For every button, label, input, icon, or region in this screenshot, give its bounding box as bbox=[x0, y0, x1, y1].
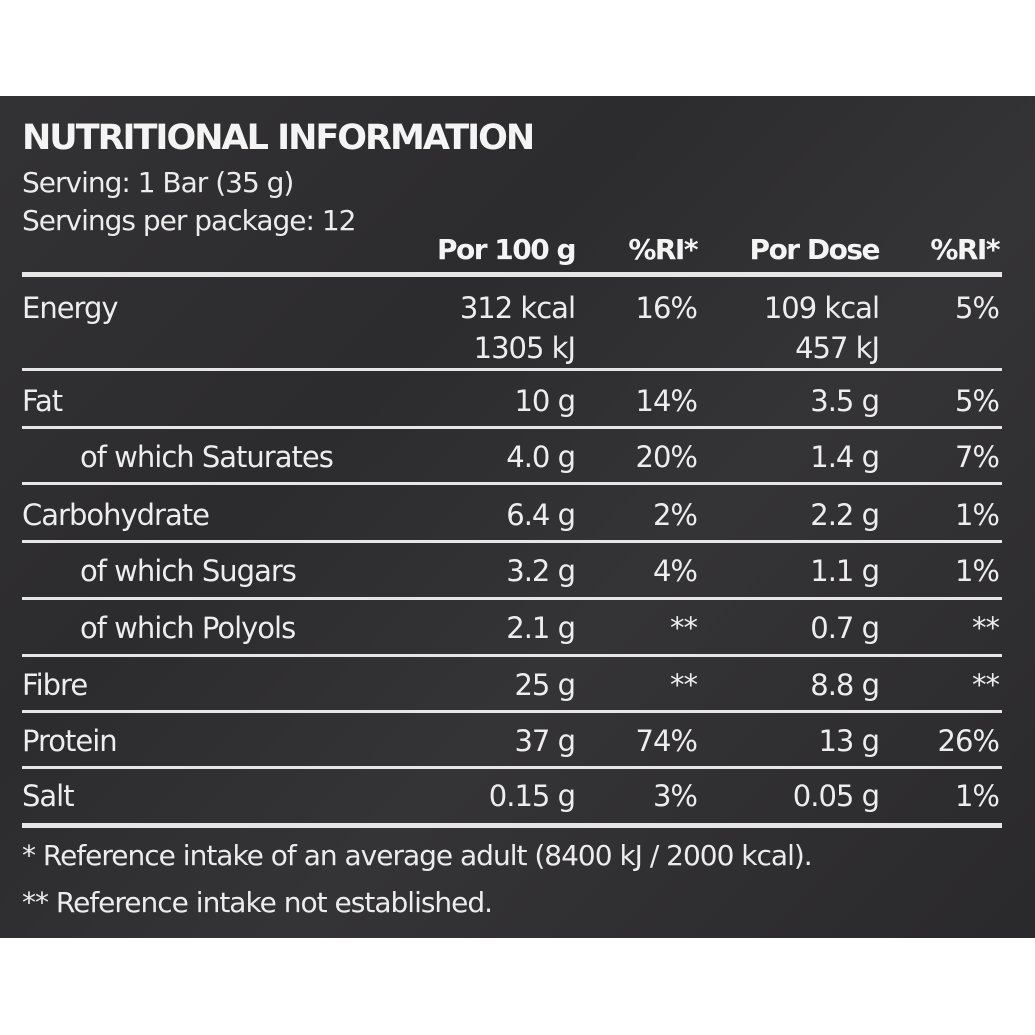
row-ridose: ** bbox=[972, 668, 1000, 702]
table-bottom-rule bbox=[22, 823, 1002, 828]
row-perdose: 1.1 g bbox=[810, 554, 880, 588]
row-divider bbox=[22, 482, 1002, 485]
row-ri100: 16% bbox=[635, 291, 698, 325]
row-divider bbox=[22, 368, 1002, 371]
row-perdose: 3.5 g bbox=[810, 384, 880, 418]
row-divider bbox=[22, 597, 1002, 600]
row-ri100: 74% bbox=[635, 724, 698, 758]
row-ri100: 14% bbox=[635, 384, 698, 418]
row-per100: 3.2 g bbox=[506, 554, 576, 588]
header-ri-dose: %RI* bbox=[930, 233, 1000, 266]
row-ri100: 2% bbox=[652, 498, 698, 532]
row-ri100: ** bbox=[670, 611, 698, 645]
row-name: Carbohydrate bbox=[22, 498, 210, 532]
row-name: of which Saturates bbox=[80, 440, 334, 474]
row-divider bbox=[22, 540, 1002, 543]
row-per100: 4.0 g bbox=[506, 440, 576, 474]
row-name: Fibre bbox=[22, 668, 88, 702]
row-ri100: ** bbox=[670, 668, 698, 702]
header-ri-100g: %RI* bbox=[628, 233, 698, 266]
row-divider bbox=[22, 654, 1002, 657]
row-ridose: 5% bbox=[954, 384, 1000, 418]
row-perdose: 1.4 g bbox=[810, 440, 880, 474]
row-per100: 10 g bbox=[514, 384, 576, 418]
row-ridose: 5% bbox=[954, 291, 1000, 325]
row-name: of which Polyols bbox=[80, 611, 296, 645]
row-ri100: 4% bbox=[652, 554, 698, 588]
row-divider bbox=[22, 426, 1002, 429]
label-title: NUTRITIONAL INFORMATION bbox=[22, 118, 535, 158]
row-per100: 25 g bbox=[514, 668, 576, 702]
row-perdose: 2.2 g bbox=[810, 498, 880, 532]
footnote-not-established: ** Reference intake not established. bbox=[22, 886, 493, 919]
row-ri100: 20% bbox=[635, 440, 698, 474]
row-perdose: 8.8 g bbox=[810, 668, 880, 702]
row-divider bbox=[22, 710, 1002, 713]
footnote-reference-intake: * Reference intake of an average adult (… bbox=[22, 839, 813, 872]
header-rule bbox=[22, 272, 1002, 277]
row-per100: 0.15 g bbox=[488, 779, 576, 813]
row-name: Protein bbox=[22, 724, 118, 758]
row-name: Energy bbox=[22, 291, 119, 325]
row-ridose: 1% bbox=[954, 498, 1000, 532]
row-ri100: 3% bbox=[652, 779, 698, 813]
row-per100: 6.4 g bbox=[506, 498, 576, 532]
row-per100: 37 g bbox=[514, 724, 576, 758]
row-name: Salt bbox=[22, 779, 75, 813]
header-per-100g: Por 100 g bbox=[436, 233, 577, 266]
row-per100: 312 kcal bbox=[459, 291, 576, 325]
header-per-dose: Por Dose bbox=[749, 233, 881, 266]
row-ridose: 1% bbox=[954, 779, 1000, 813]
row-name: of which Sugars bbox=[80, 554, 297, 588]
row-divider bbox=[22, 766, 1002, 769]
row-ridose: 1% bbox=[954, 554, 1000, 588]
row-perdose: 0.7 g bbox=[810, 611, 880, 645]
row-perdose: 13 g bbox=[818, 724, 880, 758]
row-per100-kj: 1305 kJ bbox=[473, 331, 576, 365]
row-per100: 2.1 g bbox=[506, 611, 576, 645]
serving-size: Serving: 1 Bar (35 g) bbox=[22, 166, 294, 199]
servings-per-package: Servings per package: 12 bbox=[22, 204, 356, 237]
row-ridose: 7% bbox=[954, 440, 1000, 474]
row-perdose: 0.05 g bbox=[792, 779, 880, 813]
nutrition-label: NUTRITIONAL INFORMATION Serving: 1 Bar (… bbox=[0, 96, 1035, 938]
row-ridose: 26% bbox=[937, 724, 1000, 758]
row-perdose-kj: 457 kJ bbox=[795, 331, 880, 365]
row-ridose: ** bbox=[972, 611, 1000, 645]
row-name: Fat bbox=[22, 384, 63, 418]
row-perdose: 109 kcal bbox=[763, 291, 880, 325]
